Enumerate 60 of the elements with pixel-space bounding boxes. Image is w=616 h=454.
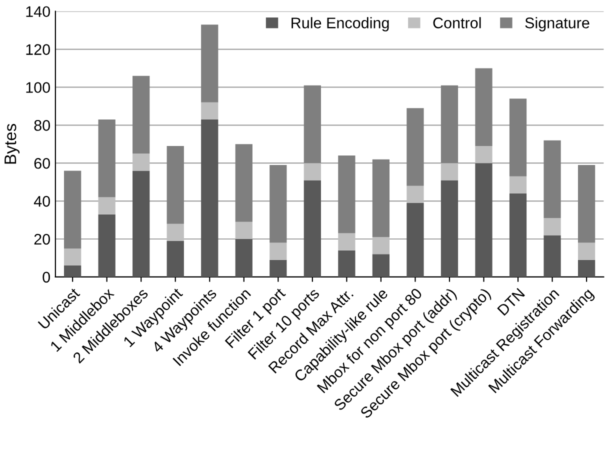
bar xyxy=(64,170,82,248)
bar xyxy=(578,165,596,243)
bar xyxy=(338,156,356,234)
bar xyxy=(235,239,252,277)
bar xyxy=(304,85,321,164)
bar xyxy=(98,119,116,198)
legend-label: Rule Encoding xyxy=(292,17,389,32)
bar xyxy=(475,163,492,277)
bar xyxy=(132,154,150,171)
bar xyxy=(98,197,116,214)
bar xyxy=(270,165,287,243)
bar xyxy=(235,144,252,222)
bar xyxy=(406,108,424,186)
y-tick-label: 40 xyxy=(34,196,50,207)
y-axis-title: Bytes xyxy=(4,124,20,164)
legend-label: Control xyxy=(433,17,481,28)
bar xyxy=(304,163,321,180)
bar xyxy=(132,170,150,277)
bar xyxy=(64,266,82,277)
bar xyxy=(132,76,150,154)
y-tick-label: 100 xyxy=(26,82,50,93)
bar xyxy=(270,260,287,277)
bar xyxy=(201,24,218,102)
y-tick-label: 20 xyxy=(34,234,50,245)
bar xyxy=(406,202,424,277)
y-tick-label: 80 xyxy=(34,120,50,131)
bar xyxy=(235,222,252,239)
bar xyxy=(64,248,82,266)
bar xyxy=(509,98,527,176)
bar xyxy=(98,214,116,277)
bar xyxy=(166,224,184,241)
bar xyxy=(509,193,527,277)
bar xyxy=(166,146,184,224)
y-tick-label: 140 xyxy=(26,6,50,18)
bar xyxy=(440,180,458,277)
bar xyxy=(509,176,527,194)
bar xyxy=(440,85,458,164)
bar xyxy=(304,180,321,277)
y-tick-label: 120 xyxy=(26,44,50,55)
bar xyxy=(372,254,390,277)
bar xyxy=(338,250,356,277)
bar xyxy=(270,242,287,260)
bar xyxy=(201,102,218,120)
bar xyxy=(544,218,561,236)
bar xyxy=(475,68,492,146)
legend-label: Signature xyxy=(525,17,590,32)
bar xyxy=(544,235,561,277)
bar xyxy=(372,159,390,238)
y-tick-label: 0 xyxy=(42,272,50,283)
bar xyxy=(166,240,184,277)
bar xyxy=(406,186,424,203)
bar xyxy=(578,260,596,277)
bar xyxy=(201,119,218,277)
bar xyxy=(338,233,356,250)
bar xyxy=(372,237,390,254)
bar xyxy=(440,163,458,180)
bar xyxy=(544,140,561,218)
bar xyxy=(578,242,596,260)
y-tick-label: 60 xyxy=(34,158,50,169)
bar xyxy=(475,146,492,164)
